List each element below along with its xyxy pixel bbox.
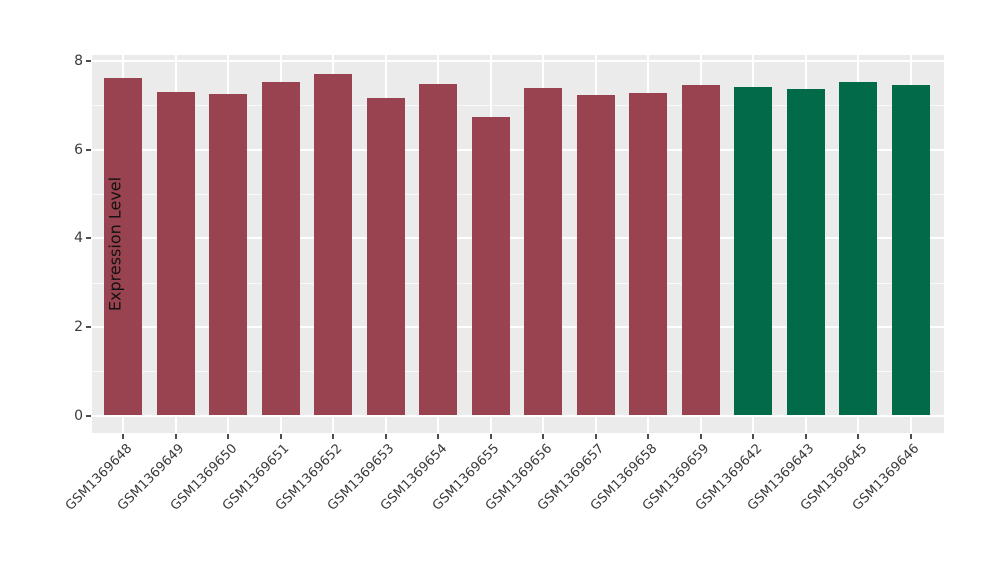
x-tick-mark — [227, 434, 229, 439]
y-tick-label: 2 — [74, 318, 83, 335]
x-tick-mark — [279, 434, 282, 439]
bar-GSM1369652 — [314, 74, 352, 416]
x-tick-mark — [594, 434, 597, 439]
bar-GSM1369655 — [471, 117, 510, 416]
x-tick-mark — [437, 434, 439, 439]
chart-panel — [92, 55, 944, 433]
x-tick-mark — [752, 434, 754, 439]
x-tick-mark — [122, 434, 124, 439]
y-tick-label: 0 — [74, 407, 83, 424]
bar-GSM1369648 — [104, 77, 142, 416]
y-gridline-major — [92, 325, 944, 328]
x-tick-mark — [489, 434, 492, 439]
y-tick-label: 4 — [74, 230, 83, 247]
y-tick-label: 8 — [74, 53, 83, 70]
y-tick-mark — [86, 325, 91, 328]
y-gridline-minor — [92, 282, 944, 284]
x-tick-mark — [699, 434, 702, 439]
bar-GSM1369645 — [839, 82, 877, 416]
bar-GSM1369642 — [734, 86, 772, 416]
y-tick-mark — [86, 414, 91, 417]
y-tick-mark — [86, 237, 91, 240]
y-gridline-minor — [92, 105, 944, 107]
y-gridline-major — [92, 237, 944, 240]
bar-GSM1369643 — [786, 88, 825, 416]
bar-GSM1369654 — [419, 84, 457, 416]
x-tick-mark — [542, 434, 544, 439]
y-tick-mark — [86, 60, 91, 63]
bar-GSM1369646 — [891, 85, 930, 416]
y-gridline-major — [92, 414, 944, 417]
y-tick-label: 6 — [74, 141, 83, 158]
y-gridline-minor — [92, 194, 944, 195]
bar-GSM1369656 — [524, 87, 562, 416]
x-tick-mark — [647, 434, 649, 439]
y-tick-mark — [86, 148, 91, 151]
x-tick-mark — [384, 434, 387, 439]
y-axis-title: Expression Level — [105, 176, 125, 312]
bar-GSM1369657 — [576, 95, 615, 416]
x-tick-mark — [804, 434, 807, 439]
y-gridline-major — [92, 148, 944, 151]
y-gridline-major — [92, 60, 944, 63]
x-tick-mark — [857, 434, 859, 439]
bar-GSM1369653 — [366, 97, 405, 416]
y-gridline-minor — [92, 371, 944, 373]
bar-GSM1369650 — [209, 93, 247, 416]
x-tick-mark — [332, 434, 334, 439]
bar-GSM1369659 — [681, 85, 720, 416]
bar-GSM1369649 — [156, 92, 195, 416]
bar-GSM1369658 — [629, 92, 667, 416]
x-tick-mark — [174, 434, 177, 439]
bar-GSM1369651 — [261, 81, 300, 416]
x-tick-mark — [909, 434, 912, 439]
